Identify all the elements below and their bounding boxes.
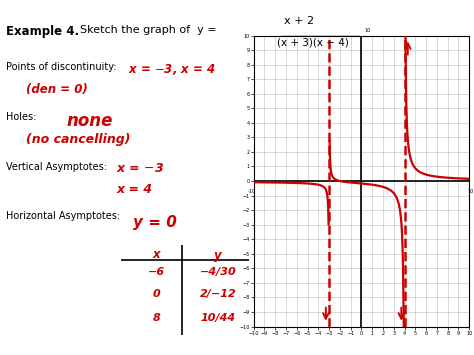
Text: 10: 10 xyxy=(467,189,474,194)
Text: −6: −6 xyxy=(148,267,165,277)
Text: Example 4.: Example 4. xyxy=(6,25,79,38)
Text: −4/30: −4/30 xyxy=(200,267,237,277)
Text: x: x xyxy=(153,248,160,262)
Text: x + 2: x + 2 xyxy=(284,16,315,26)
Text: x = $-$3: x = $-$3 xyxy=(116,162,164,175)
Text: 10/44: 10/44 xyxy=(201,313,236,323)
Text: 2/−12: 2/−12 xyxy=(200,289,237,299)
Text: 8: 8 xyxy=(153,313,160,323)
Text: Vertical Asymptotes:: Vertical Asymptotes: xyxy=(6,162,107,171)
Text: (x + 3)(x − 4): (x + 3)(x − 4) xyxy=(277,38,349,48)
Text: x = $-$3, x = 4: x = $-$3, x = 4 xyxy=(128,62,216,77)
Text: -10: -10 xyxy=(247,189,255,194)
Text: Holes:: Holes: xyxy=(6,112,36,122)
Text: Horizontal Asymptotes:: Horizontal Asymptotes: xyxy=(6,211,120,221)
Text: 10: 10 xyxy=(365,28,371,33)
Text: y = 0: y = 0 xyxy=(133,215,177,230)
Text: 0: 0 xyxy=(153,289,160,299)
Text: none: none xyxy=(66,112,113,130)
Text: Points of discontinuity:: Points of discontinuity: xyxy=(6,62,117,72)
Text: y: y xyxy=(214,248,222,262)
Text: x = 4: x = 4 xyxy=(116,183,152,196)
Text: (den = 0): (den = 0) xyxy=(26,83,88,97)
Text: (no cancelling): (no cancelling) xyxy=(26,133,130,146)
Text: Sketch the graph of  y =: Sketch the graph of y = xyxy=(73,25,217,35)
